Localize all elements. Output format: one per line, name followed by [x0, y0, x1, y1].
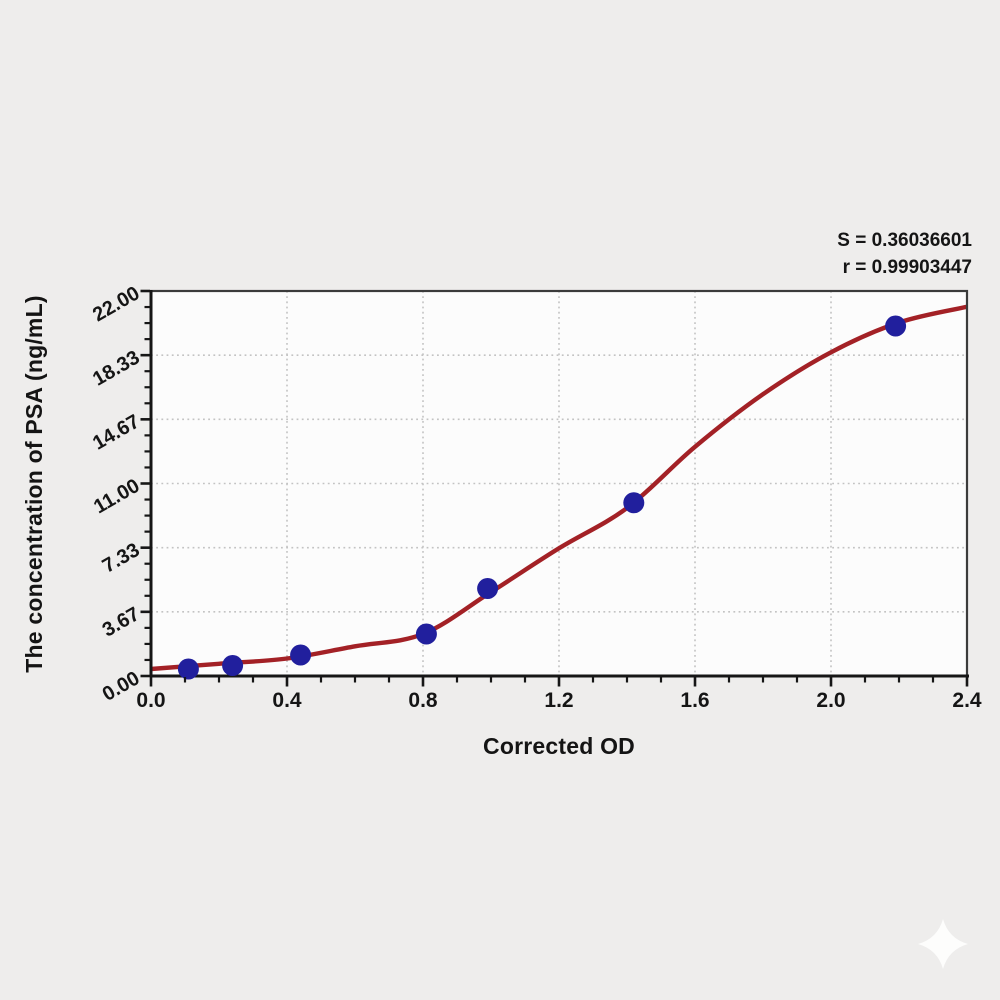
- fit-statistics: S = 0.36036601 r = 0.99903447: [837, 227, 972, 281]
- fit-s-value: S = 0.36036601: [837, 230, 972, 251]
- x-tick-label: 2.0: [816, 689, 845, 712]
- fit-r-value: r = 0.99903447: [842, 257, 972, 278]
- data-point: [177, 658, 199, 680]
- data-point: [623, 492, 645, 514]
- four-point-star-icon: [918, 919, 968, 969]
- data-point: [222, 655, 244, 676]
- y-tick-label: 3.67: [99, 603, 144, 642]
- data-point: [415, 623, 437, 645]
- x-tick-label: 0.8: [408, 689, 438, 712]
- x-tick-label: 2.4: [952, 689, 982, 712]
- y-tick-label: 22.00: [89, 282, 143, 326]
- data-point: [477, 578, 499, 599]
- data-point: [290, 644, 312, 666]
- y-tick-label: 18.33: [89, 347, 143, 391]
- data-point: [885, 315, 907, 337]
- fit-curve: [151, 304, 967, 672]
- x-tick-label: 1.6: [680, 689, 709, 712]
- y-tick-label: 14.67: [89, 411, 143, 455]
- x-axis-title: Corrected OD: [483, 733, 635, 759]
- x-tick-label: 0.4: [272, 689, 302, 712]
- y-axis-title: The concentration of PSA (ng/mL): [21, 295, 47, 673]
- y-tick-label: 7.33: [99, 539, 144, 578]
- x-tick-label: 0.0: [136, 689, 165, 712]
- x-tick-label: 1.2: [544, 689, 573, 712]
- y-tick-label: 11.00: [90, 475, 143, 519]
